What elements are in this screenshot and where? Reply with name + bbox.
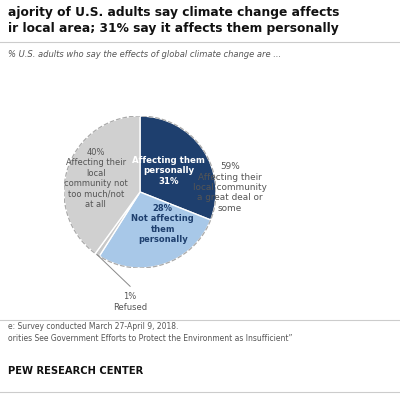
Text: 59%
Affecting their
local community
a great deal or
some: 59% Affecting their local community a gr… <box>193 162 267 213</box>
Wedge shape <box>99 192 211 268</box>
Text: ajority of U.S. adults say climate change affects: ajority of U.S. adults say climate chang… <box>8 6 339 19</box>
Text: 40%
Affecting their
local
community not
too much/not
at all: 40% Affecting their local community not … <box>64 148 128 209</box>
Wedge shape <box>64 116 140 254</box>
Text: e: Survey conducted March 27-April 9, 2018.: e: Survey conducted March 27-April 9, 20… <box>8 322 178 331</box>
Text: PEW RESEARCH CENTER: PEW RESEARCH CENTER <box>8 366 143 376</box>
Text: orities See Government Efforts to Protect the Environment as Insufficient”: orities See Government Efforts to Protec… <box>8 334 292 343</box>
Text: 28%
Not affecting
them
personally: 28% Not affecting them personally <box>132 204 194 244</box>
Text: ir local area; 31% say it affects them personally: ir local area; 31% say it affects them p… <box>8 22 339 35</box>
Text: % U.S. adults who say the effects of global climate change are ...: % U.S. adults who say the effects of glo… <box>8 50 281 59</box>
Wedge shape <box>140 116 216 220</box>
Wedge shape <box>95 192 140 256</box>
Text: Affecting them
personally
31%: Affecting them personally 31% <box>132 156 205 186</box>
Text: 1%
Refused: 1% Refused <box>113 292 147 312</box>
